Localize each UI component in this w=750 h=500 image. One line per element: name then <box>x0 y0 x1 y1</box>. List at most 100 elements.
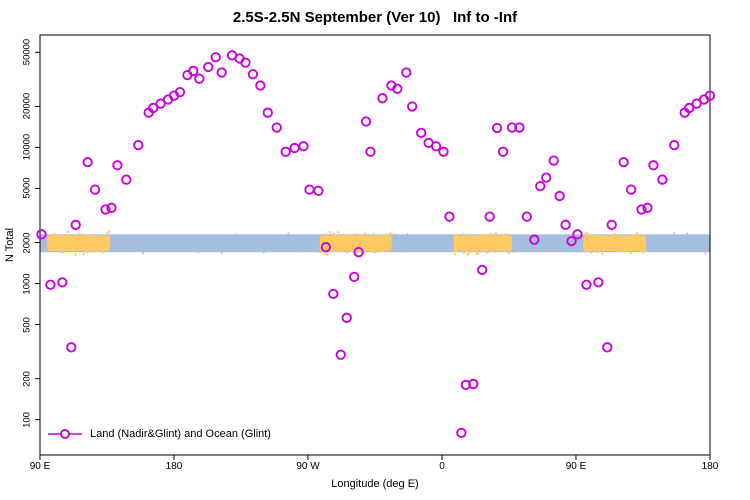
ocean-band-dot <box>649 249 652 252</box>
land-patch-dot <box>601 239 604 242</box>
land-patch-dot <box>67 230 70 234</box>
y-axis-label: N Total <box>4 227 16 263</box>
data-point <box>289 142 300 154</box>
land-patch-dot <box>506 245 510 248</box>
land-patch-dot <box>475 237 479 240</box>
ocean-band-dot <box>125 241 128 244</box>
land-patch-dot <box>108 243 111 246</box>
land-patch-dot <box>506 242 510 246</box>
ocean-band-dot <box>148 240 151 243</box>
ocean-band-dot <box>695 248 698 251</box>
y-tick-label: 10000 <box>21 134 33 161</box>
ocean-band-dot <box>398 248 401 251</box>
ocean-band-dot <box>125 244 128 247</box>
land-patch-dot <box>89 237 93 240</box>
land-patch-dot <box>612 238 616 241</box>
ocean-band-dot <box>233 236 236 239</box>
land-patch-dot <box>455 235 459 238</box>
land-patch-dot <box>641 251 645 254</box>
ocean-band-dot <box>690 242 693 245</box>
land-patch-dot <box>354 245 357 248</box>
land-patch-dot <box>344 246 347 250</box>
ocean-band-dot <box>686 232 689 235</box>
ocean-band-dot <box>421 247 424 250</box>
ocean-band-dot <box>182 242 185 245</box>
ocean-band-dot <box>189 240 192 243</box>
ocean-band-dot <box>235 233 238 236</box>
land-patch-dot <box>71 236 74 239</box>
land-patch-dot <box>56 234 60 237</box>
ocean-band-dot <box>188 249 191 252</box>
land-patch-dot <box>377 242 381 245</box>
land-patch-dot <box>474 249 478 253</box>
land-patch-dot <box>465 250 468 253</box>
data-point <box>45 279 56 290</box>
land-patch-dot <box>57 247 61 251</box>
land-patch-dot <box>627 242 630 245</box>
land-patch-dot <box>373 237 376 240</box>
land-patch-dot <box>62 236 66 240</box>
land-patch-dot <box>501 233 504 237</box>
ocean-band-dot <box>692 245 695 248</box>
ocean-band-dot <box>284 239 287 242</box>
ocean-band-dot <box>318 241 321 244</box>
ocean-band-dot <box>407 245 410 248</box>
land-patch-dot <box>337 240 341 243</box>
ocean-band-dot <box>443 237 446 240</box>
ocean-band-dot <box>412 241 415 244</box>
land-patch-dot <box>364 241 368 244</box>
ocean-band-dot <box>235 239 238 242</box>
land-patch-dot <box>48 235 52 238</box>
land-patch-dot <box>586 232 589 236</box>
data-point <box>416 127 427 138</box>
land-patch-dot <box>98 245 101 248</box>
ocean-band-dot <box>413 244 416 247</box>
land-patch-dot <box>616 246 619 250</box>
land-patch-dot <box>596 251 600 254</box>
land-patch-dot <box>585 234 589 237</box>
data-point <box>313 185 324 196</box>
land-patch-dot <box>380 235 383 239</box>
ocean-band-dot <box>513 246 516 249</box>
land-patch-dot <box>336 246 340 249</box>
land-patch-dot <box>620 249 623 252</box>
ocean-band-dot <box>114 240 117 243</box>
ocean-band-dot <box>167 238 170 241</box>
land-patch-dot <box>96 240 99 244</box>
land-patch-dot <box>604 236 607 239</box>
land-patch-dot <box>66 247 69 251</box>
ocean-band-dot <box>305 244 308 247</box>
ocean-band-dot <box>215 244 218 247</box>
data-point <box>625 184 637 195</box>
ocean-band-dot <box>128 242 131 245</box>
land-patch-dot <box>326 244 329 247</box>
ocean-band-dot <box>191 246 194 249</box>
ocean-band-dot <box>550 241 553 244</box>
ocean-band-dot <box>207 241 210 244</box>
land-patch-dot <box>483 239 486 243</box>
land-patch-dot <box>509 236 513 239</box>
ocean-band-dot <box>198 243 201 246</box>
ocean-band-dot <box>424 249 427 252</box>
ocean-band-dot <box>43 239 46 242</box>
land-patch-dot <box>382 245 385 248</box>
land-patch-dot <box>631 242 634 245</box>
ocean-band-dot <box>244 238 247 241</box>
ocean-band-dot <box>252 244 255 247</box>
ocean-band-dot <box>124 248 127 251</box>
data-point <box>430 141 442 152</box>
ocean-band-dot <box>691 238 694 241</box>
land-patch-dot <box>489 244 492 247</box>
land-patch-dot <box>355 251 358 254</box>
land-patch-dot <box>504 238 508 241</box>
ocean-band-dot <box>658 247 661 250</box>
land-patch-dot <box>603 244 607 248</box>
land-patch-dot <box>82 246 85 250</box>
land-patch-dot <box>452 243 456 246</box>
land-patch-dot <box>84 245 88 249</box>
land-patch-dot <box>616 238 620 241</box>
land-patch-dot <box>65 240 69 244</box>
land-patch-dot <box>499 241 502 244</box>
land-patch-dot <box>468 235 471 239</box>
land-patch-dot <box>58 245 61 248</box>
